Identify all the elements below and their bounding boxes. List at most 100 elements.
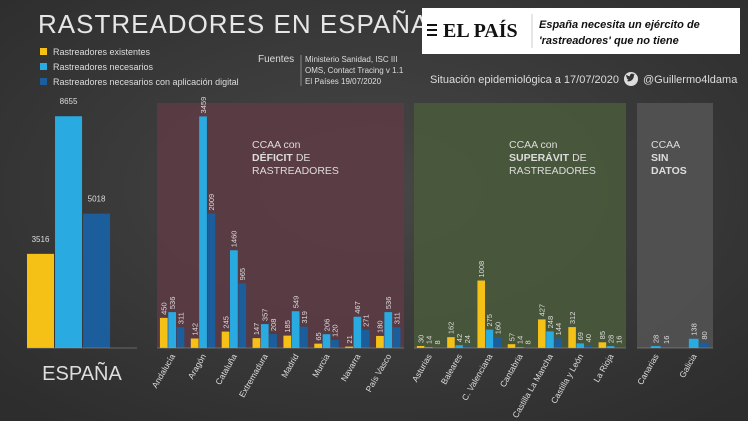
- bar: [314, 343, 323, 348]
- bar: [83, 213, 111, 348]
- bar: [291, 311, 300, 348]
- value-label: 311: [392, 312, 401, 324]
- bar: [614, 346, 623, 348]
- value-label: 180: [376, 320, 385, 333]
- value-label: 14: [425, 336, 434, 344]
- value-label: 536: [168, 297, 177, 310]
- value-label: 2009: [207, 194, 216, 211]
- bar: [606, 346, 615, 348]
- bar: [230, 250, 238, 348]
- group-label-part: CCAA con: [252, 139, 301, 151]
- bar: [269, 334, 277, 348]
- value-label: 8655: [60, 97, 78, 106]
- value-label: 467: [353, 301, 362, 314]
- legend-swatch: [40, 63, 47, 70]
- bar: [238, 283, 247, 348]
- bar: [546, 331, 554, 348]
- bar: [425, 347, 433, 348]
- group-label-part: DÉFICIT: [252, 151, 293, 164]
- value-label: 65: [314, 332, 323, 340]
- value-label: 185: [283, 320, 292, 333]
- value-label: 536: [384, 297, 393, 310]
- group-label-part: CCAA con: [509, 139, 558, 151]
- bar: [485, 329, 494, 348]
- headline-line: España necesita un ejército de: [539, 19, 700, 31]
- bar: [576, 343, 585, 348]
- value-label: 311: [176, 312, 185, 324]
- bar: [176, 327, 185, 348]
- group-label: DATOS: [651, 165, 687, 177]
- bar: [392, 327, 401, 348]
- value-label: 28: [606, 335, 615, 343]
- value-label: 80: [700, 331, 709, 339]
- bar: [455, 345, 463, 348]
- value-label: 85: [598, 331, 607, 339]
- value-label: 245: [221, 316, 230, 329]
- bar: [650, 346, 661, 348]
- bar: [515, 347, 524, 348]
- source-line: OMS, Contact Tracing v 1.1: [305, 66, 404, 75]
- bar: [493, 337, 502, 348]
- bar: [159, 317, 168, 348]
- handle: @Guillermo4ldama: [643, 74, 738, 86]
- bar: [221, 331, 230, 348]
- title: RASTREADORES EN ESPAÑA: [38, 9, 429, 39]
- value-label: 312: [568, 312, 577, 325]
- value-label: 206: [322, 319, 331, 332]
- value-label: 120: [331, 324, 340, 337]
- bar: [554, 338, 562, 348]
- sources: Ministerio Sanidad, ISC III OMS, Contact …: [305, 55, 404, 86]
- group-panel: [414, 103, 626, 348]
- group-label: RASTREADORES: [509, 165, 596, 177]
- value-label: 271: [362, 314, 371, 327]
- newspaper-box: [422, 8, 740, 54]
- bar: [252, 338, 261, 348]
- source-line: Ministerio Sanidad, ISC III: [305, 55, 397, 64]
- bar: [463, 346, 472, 348]
- bar: [168, 312, 177, 348]
- value-label: 549: [291, 296, 300, 309]
- value-label: 57: [507, 333, 516, 341]
- bar: [416, 345, 425, 348]
- bar: [376, 335, 384, 348]
- date: Situación epidemiológica a 17/07/2020: [430, 74, 619, 86]
- legend-swatch: [40, 78, 47, 85]
- group-label-part: RASTREADORES: [509, 165, 596, 177]
- bar: [361, 329, 370, 348]
- value-label: 427: [538, 304, 547, 317]
- bar: [353, 316, 362, 348]
- bar: [699, 342, 709, 348]
- bar: [190, 338, 199, 348]
- bar: [55, 116, 83, 348]
- bar: [322, 334, 331, 348]
- value-label: 965: [238, 268, 247, 281]
- bar: [507, 344, 516, 348]
- bar: [300, 326, 308, 348]
- bar: [260, 324, 269, 348]
- value-label: 14: [516, 336, 525, 344]
- group-label-part: DE: [572, 152, 587, 164]
- value-label: 319: [300, 311, 309, 324]
- group-label: SIN: [651, 152, 669, 164]
- value-label: 160: [493, 322, 502, 335]
- bar: [283, 335, 292, 348]
- newspaper-name: EL PAÍS: [443, 19, 518, 42]
- group-panel: [637, 103, 713, 348]
- group-label-part: RASTREADORES: [252, 165, 339, 177]
- value-label: 8: [433, 340, 442, 344]
- value-label: 138: [690, 323, 699, 336]
- value-label: 28: [652, 335, 661, 343]
- bar: [207, 213, 216, 348]
- source-line: El Países 19/07/2020: [305, 77, 382, 86]
- bar: [584, 345, 593, 348]
- value-label: 162: [447, 322, 456, 335]
- sources-heading: Fuentes: [258, 54, 294, 65]
- group-label-part: CCAA: [651, 139, 680, 151]
- bar: [345, 346, 353, 348]
- menu-icon: [427, 24, 437, 36]
- value-label: 357: [261, 309, 270, 322]
- headline-line: 'rastreadores' que no tiene: [539, 35, 679, 47]
- value-label: 1008: [477, 261, 486, 278]
- bar: [568, 327, 576, 348]
- bar: [538, 319, 546, 348]
